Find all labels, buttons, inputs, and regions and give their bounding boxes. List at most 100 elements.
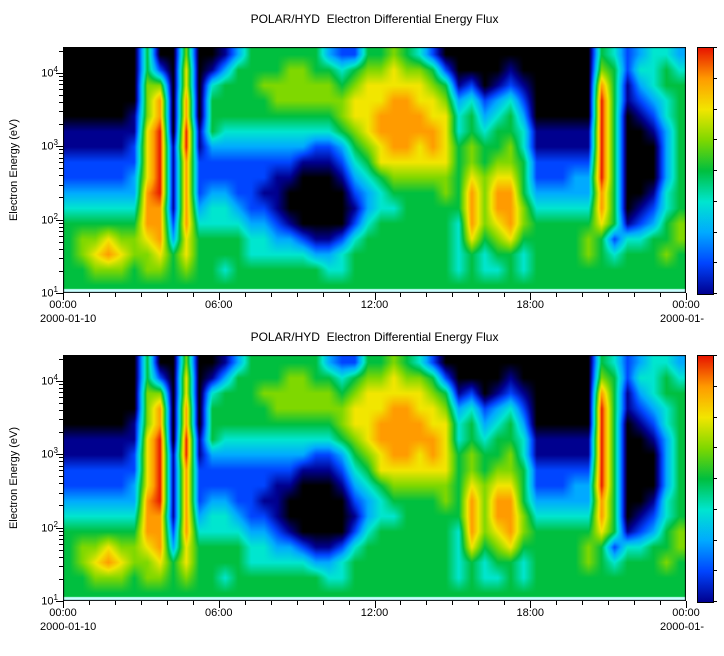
x-tick-label: 06:00	[204, 299, 233, 311]
colorbar-tick-mark	[714, 416, 717, 418]
y-tick-mark	[59, 197, 63, 199]
x-tick-label: 12:00	[360, 607, 389, 619]
x-tick-mark	[426, 293, 428, 297]
x-tick-mark	[140, 293, 142, 297]
colorbar-tick-mark	[714, 262, 717, 264]
colorbar-tick-mark	[714, 293, 717, 294]
x-tick-mark	[63, 293, 64, 300]
y-tick-mark	[56, 293, 63, 294]
x-tick-mark	[114, 601, 116, 605]
chart-title: POLAR/HYD Electron Differential Energy F…	[250, 330, 499, 344]
x-tick-mark	[322, 601, 324, 605]
y-tick-mark	[59, 124, 63, 126]
y-axis-label: Electron Energy (eV)	[8, 426, 20, 530]
spectrogram-panel-1: POLAR/HYD Electron Differential Energy F…	[8, 12, 717, 325]
x-tick-mark	[270, 293, 272, 297]
colorbar-tick-mark	[714, 77, 717, 79]
y-tick-mark	[59, 358, 63, 360]
y-tick-mark	[59, 222, 63, 224]
spectrogram-panel-2: POLAR/HYD Electron Differential Energy F…	[0, 308, 724, 636]
y-tick-mark	[59, 476, 63, 478]
x-tick-mark	[63, 601, 64, 608]
x-tick-label: 00:00	[672, 299, 700, 311]
colorbar-tick-mark	[714, 231, 717, 233]
y-tick-mark	[59, 465, 63, 467]
x-tick-mark	[660, 601, 662, 605]
x-tick-mark	[504, 293, 506, 297]
y-tick-mark	[59, 226, 63, 228]
y-tick-mark	[59, 184, 63, 186]
x-tick-mark	[88, 601, 90, 605]
colorbar	[697, 47, 714, 295]
x-tick-mark	[166, 293, 168, 297]
y-tick-mark	[59, 162, 63, 164]
colorbar-tick-mark	[714, 447, 717, 449]
x-tick-mark	[218, 601, 220, 608]
y-tick-mark	[59, 556, 63, 558]
chart-title: POLAR/HYD Electron Differential Energy F…	[250, 12, 499, 26]
date-label-right: 2000-01-	[660, 621, 705, 633]
y-tick-label: 101	[41, 285, 58, 300]
y-tick-mark	[59, 461, 63, 463]
x-tick-mark	[348, 293, 350, 297]
y-tick-mark	[59, 88, 63, 90]
x-tick-mark	[426, 601, 428, 605]
x-tick-mark	[608, 601, 610, 605]
y-tick-mark	[59, 538, 63, 540]
x-tick-mark	[374, 601, 376, 608]
y-tick-mark	[59, 79, 63, 81]
y-tick-mark	[59, 470, 63, 472]
x-tick-mark	[218, 293, 220, 300]
spectrogram-canvas	[63, 47, 686, 293]
y-tick-mark	[59, 492, 63, 494]
y-tick-mark	[59, 530, 63, 532]
y-tick-mark	[59, 534, 63, 536]
x-tick-mark	[348, 601, 350, 605]
y-tick-mark	[59, 483, 63, 485]
y-tick-mark	[59, 543, 63, 545]
y-tick-label: 102	[41, 519, 58, 535]
x-tick-label: 06:00	[204, 607, 233, 619]
y-tick-mark	[59, 149, 63, 151]
colorbar-tick-mark	[714, 601, 717, 602]
x-tick-mark	[660, 293, 662, 297]
colorbar-tick-mark	[714, 108, 717, 110]
y-tick-mark	[59, 76, 63, 78]
y-tick-mark	[59, 50, 63, 52]
x-tick-mark	[452, 601, 454, 605]
x-tick-mark	[530, 601, 532, 608]
spectrogram-canvas	[63, 355, 686, 601]
y-tick-mark	[59, 578, 63, 580]
y-tick-mark	[59, 384, 63, 386]
y-tick-mark	[56, 527, 63, 529]
y-tick-mark	[59, 387, 63, 389]
x-tick-mark	[686, 601, 687, 608]
x-tick-mark	[296, 293, 298, 297]
x-tick-label: 00:00	[49, 607, 77, 619]
x-tick-mark	[582, 293, 584, 297]
y-tick-mark	[59, 84, 63, 86]
y-tick-mark	[59, 175, 63, 177]
y-tick-mark	[59, 248, 63, 250]
colorbar-tick-mark	[714, 478, 717, 479]
date-label-right: 2000-01-	[660, 313, 705, 325]
x-tick-mark	[192, 601, 194, 605]
x-tick-mark	[634, 601, 636, 605]
y-tick-label: 103	[41, 446, 58, 461]
y-tick-label: 103	[41, 138, 58, 153]
x-tick-label: 18:00	[516, 299, 545, 311]
y-tick-mark	[56, 380, 63, 382]
y-tick-mark	[59, 457, 63, 459]
y-tick-label: 102	[41, 211, 58, 227]
x-tick-mark	[88, 293, 90, 297]
x-tick-mark	[504, 601, 506, 605]
x-tick-mark	[244, 601, 246, 605]
x-tick-mark	[478, 601, 480, 605]
y-tick-mark	[59, 392, 63, 394]
y-tick-mark	[59, 396, 63, 398]
y-tick-mark	[59, 235, 63, 237]
x-tick-mark	[400, 293, 402, 297]
y-tick-mark	[59, 419, 63, 421]
y-tick-mark	[59, 111, 63, 113]
y-tick-mark	[59, 241, 63, 243]
